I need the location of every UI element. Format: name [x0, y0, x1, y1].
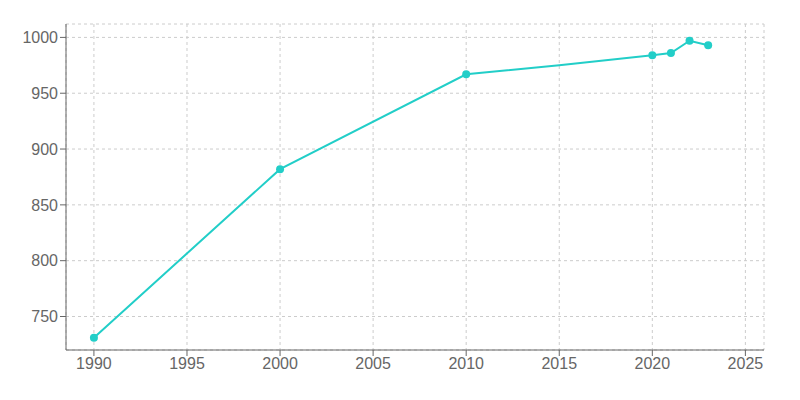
- svg-text:2020: 2020: [635, 355, 671, 372]
- svg-text:1000: 1000: [22, 29, 58, 46]
- svg-text:2015: 2015: [541, 355, 577, 372]
- svg-text:1995: 1995: [169, 355, 205, 372]
- svg-text:1990: 1990: [76, 355, 112, 372]
- svg-text:750: 750: [31, 308, 58, 325]
- svg-text:2000: 2000: [262, 355, 298, 372]
- svg-text:2025: 2025: [728, 355, 764, 372]
- svg-text:950: 950: [31, 85, 58, 102]
- svg-text:2005: 2005: [355, 355, 391, 372]
- svg-text:850: 850: [31, 197, 58, 214]
- svg-text:800: 800: [31, 252, 58, 269]
- svg-text:2010: 2010: [448, 355, 484, 372]
- svg-text:900: 900: [31, 141, 58, 158]
